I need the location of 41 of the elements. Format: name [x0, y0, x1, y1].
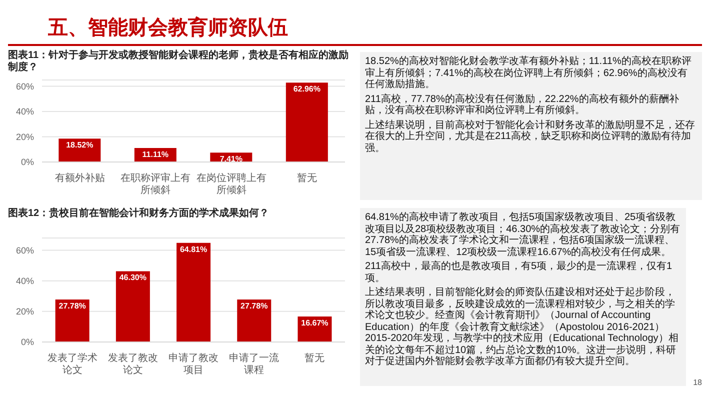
- x-tick-label: 发表了学术论文: [47, 352, 98, 376]
- text: 18.52%的高校对智能化财会教学改革有额外补贴；11.11%的高校在职称评审上有所倾斜；7.41%的高校在岗位评聘上有所倾斜；62.96%的高校没有任何激励措施。: [365, 56, 692, 90]
- text: 上述结果说明，目前高校对于智能化会计和财务改革的激励明显不足，还存在很大的上升空间，尤其是在211高校，缺乏职称和岗位评聘的激励有待加强。: [365, 120, 696, 154]
- bar: [55, 300, 90, 342]
- text: 211高校，77.78%的高校没有任何激励，22.22%的高校有额外的薪酬补贴，没有高校在职称评审和岗位评聘上有所倾斜。: [365, 94, 680, 116]
- data-label: 11.11%: [142, 150, 169, 159]
- y-tick-label: 0%: [20, 337, 34, 348]
- x-tick-label: 有额外补贴: [54, 172, 105, 184]
- bar: [116, 271, 150, 342]
- x-tick-label: 暂无: [304, 352, 325, 364]
- data-label: 46.30%: [119, 273, 146, 282]
- chart-title: 图表11：针对于参与开发或教授智能财会课程的老师，贵校是否有相应的激励制度？: [8, 50, 350, 74]
- text: 64.81%的高校申请了教改项目，包括5项国家级教改项目、25项省级教改项目以及28项校级教改项目；46.30%的高校发表了教改论文；分别有27.78%的高校发表了学术论文和一流课程，包括6项国家级一流课程、15项省级一流课程、12项校级一流课程16.67%的高校没有任何成果。: [365, 212, 681, 258]
- x-tick-label: 申请了教改项目: [168, 352, 218, 376]
- x-tick-label: 申请了一流课程: [229, 352, 280, 376]
- data-label: 7.41%: [220, 154, 243, 164]
- text: 五、智能财会教育师资队伍: [48, 15, 288, 41]
- text: 上述结果表明，目前智能化财会的师资队伍建设相对还处于起步阶段，所以教改项目最多，反映建设成效的一流课程相对较少，与之相关的学术论文也较少。经查阅《会计教育期刊》（Journal of Accounting Education）的年度《会计教育文献综述》（Apostolou 2016-2021）2015-2020年发现，与教学中的技术应用（Educational Technology）相关的论文每年不超过10篇，约占总论文数的10%。这进一步说明，科研对于促进国内外智能财会教学改革方面都仍有较大提升空间。: [365, 287, 680, 368]
- y-tick-label: 20%: [16, 132, 34, 142]
- chart-title: 图表12：贵校目前在智能会计和财务方面的学术成果如何？: [8, 208, 270, 221]
- data-label: 64.81%: [180, 244, 208, 254]
- data-label: 62.96%: [293, 84, 320, 94]
- y-tick-label: 0%: [20, 157, 34, 168]
- text: 211高校中，最高的也是教改项目，有5项，最少的是一流课程，仅有1项。: [365, 261, 674, 284]
- y-tick-label: 40%: [16, 276, 34, 286]
- text: 18: [693, 378, 702, 387]
- y-tick-label: 40%: [16, 106, 34, 117]
- x-tick-label: 发表了教改论文: [108, 352, 158, 376]
- data-label: 27.78%: [240, 302, 268, 311]
- bar: [286, 82, 328, 162]
- bar: [237, 300, 272, 342]
- data-label: 16.67%: [301, 318, 328, 328]
- x-tick-label: 暂无: [297, 172, 318, 184]
- data-label: 27.78%: [58, 302, 86, 311]
- y-tick-label: 60%: [16, 82, 34, 92]
- bar: [176, 242, 211, 342]
- x-tick-label: 在岗位评聘上有所倾斜: [196, 172, 266, 196]
- x-tick-label: 在职称评审上有所倾斜: [120, 172, 191, 196]
- y-tick-label: 20%: [16, 306, 34, 317]
- data-label: 18.52%: [66, 140, 94, 150]
- y-tick-label: 60%: [16, 245, 34, 256]
